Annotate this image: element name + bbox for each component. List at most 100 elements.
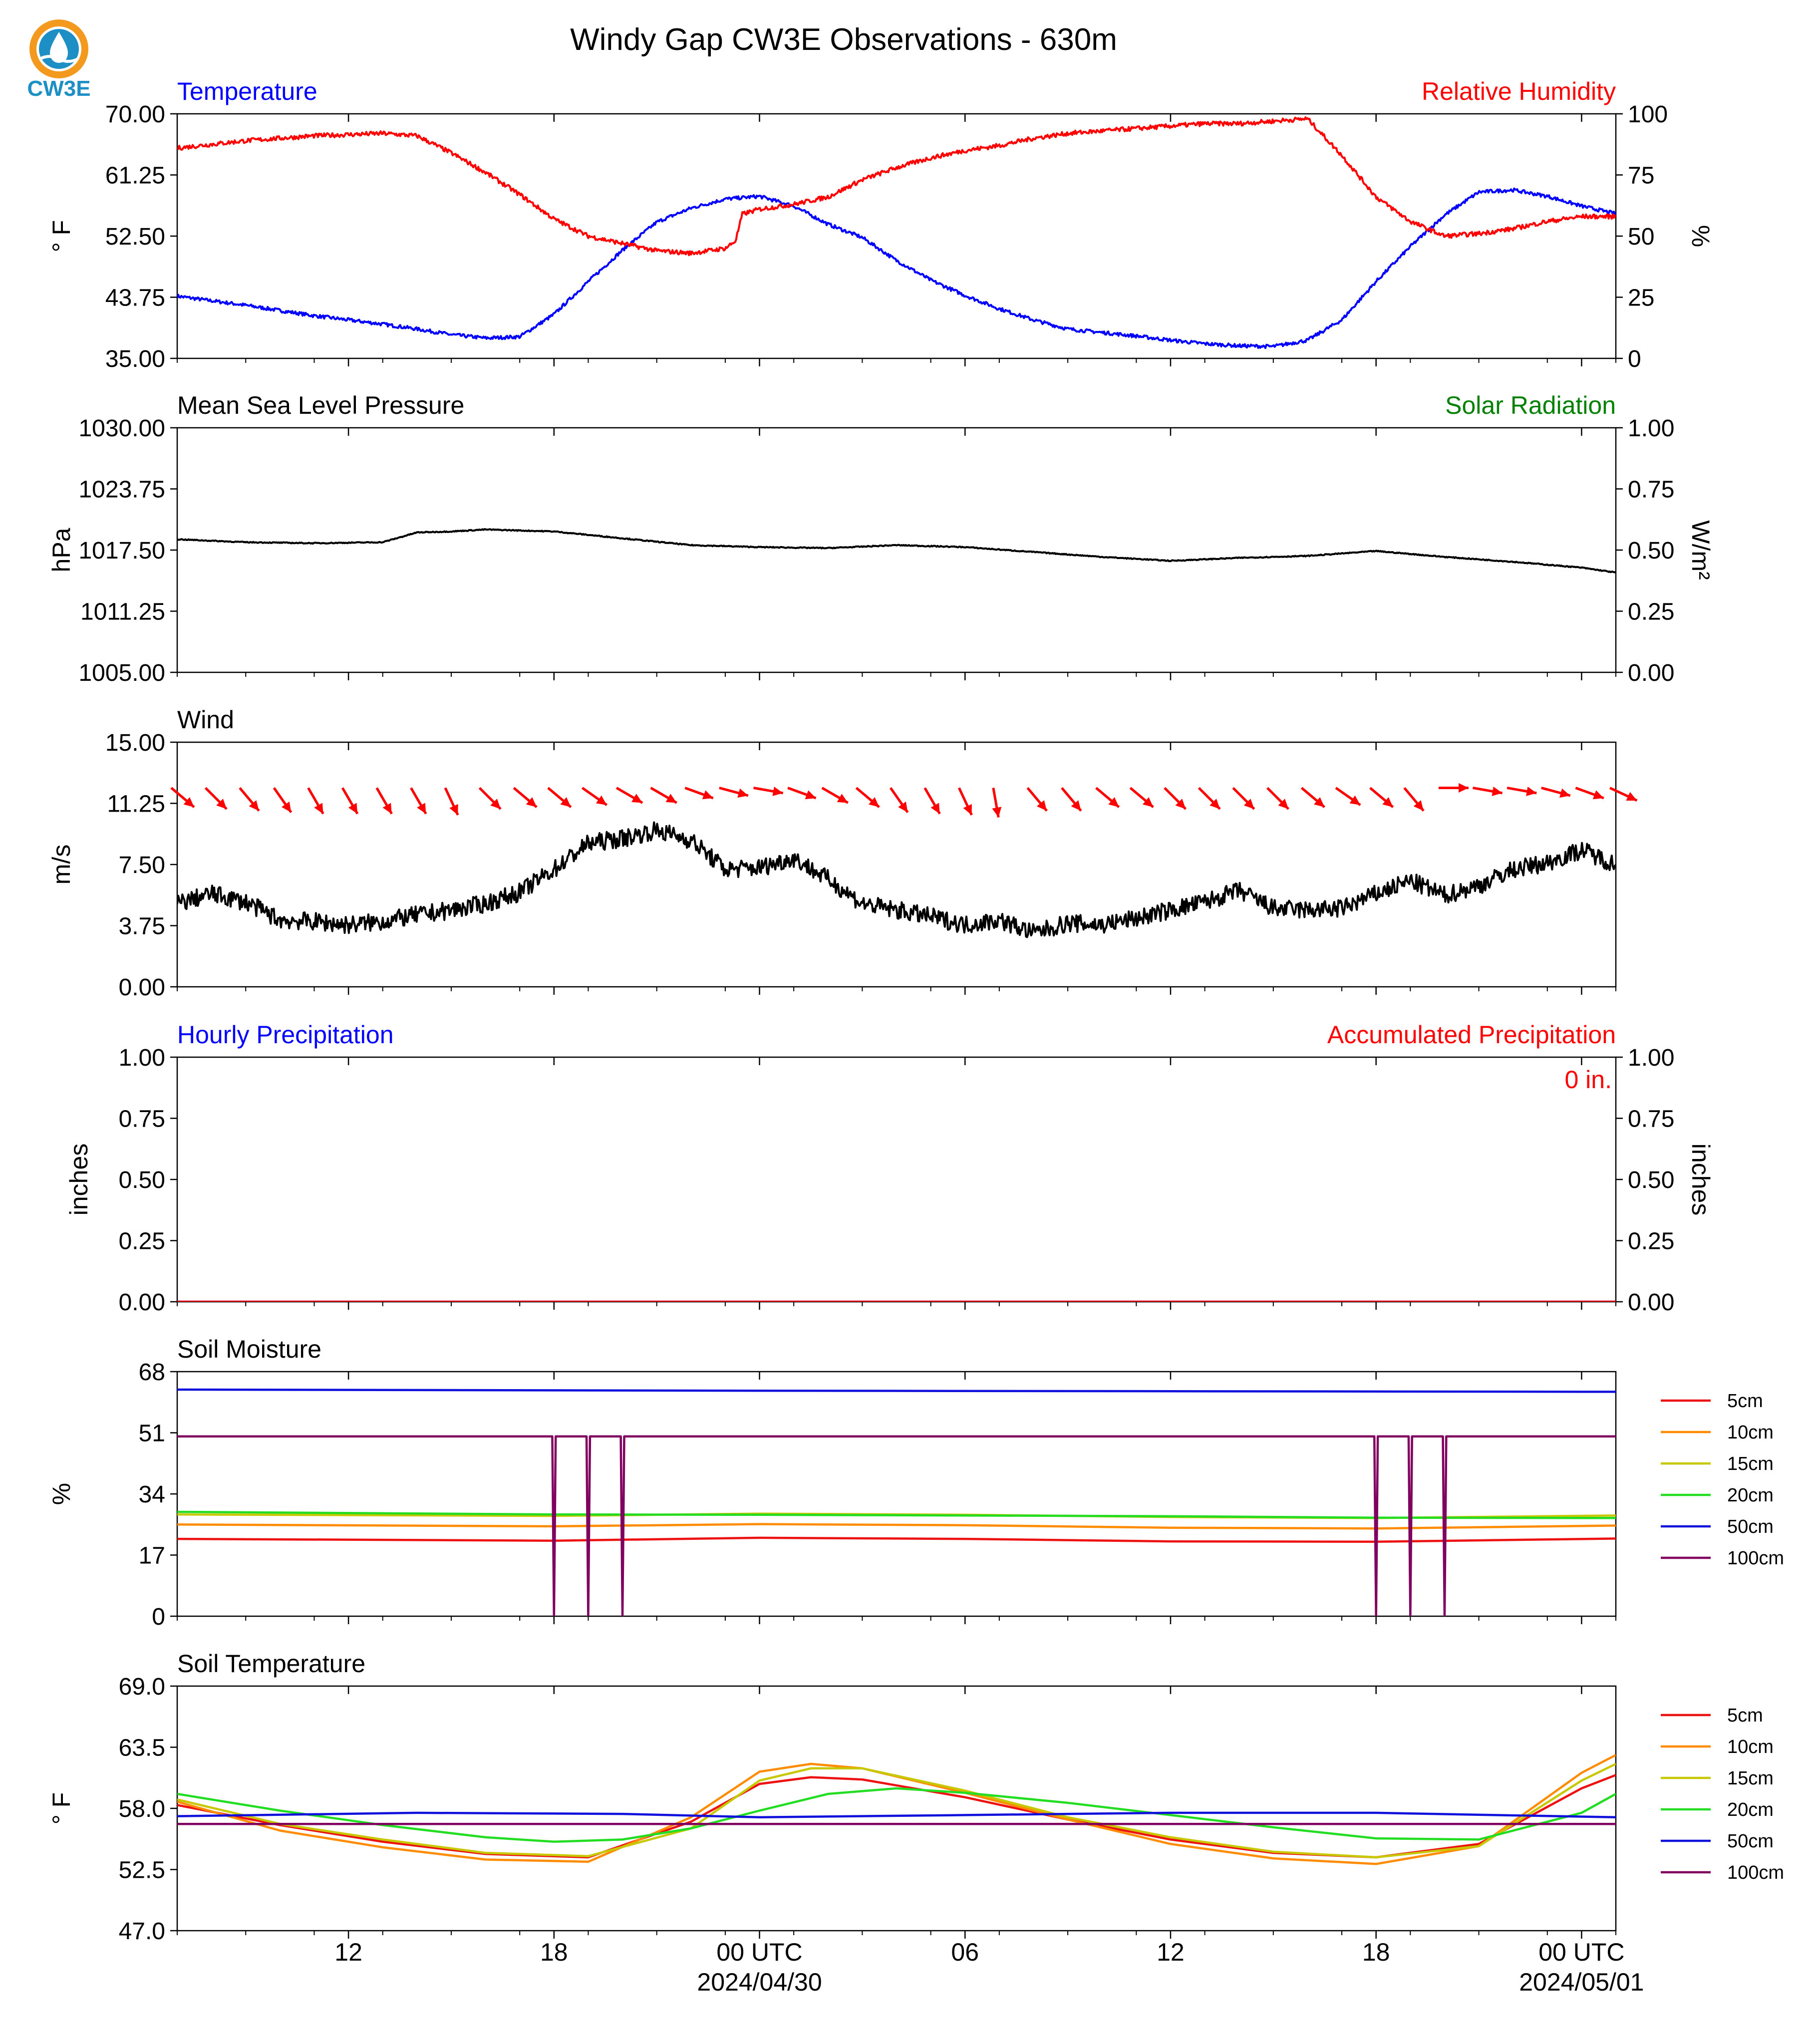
legend-label: 100cm <box>1727 1862 1784 1883</box>
panel-title-left: Temperature <box>177 77 317 105</box>
panel-pressure: 1030.00 1023.75 1017.50 1011.25 1005.00 1.00 0… <box>47 391 1715 686</box>
y-tick-label-right: 100 <box>1628 101 1668 128</box>
wind-arrow <box>1609 787 1638 802</box>
series-line-20cm <box>177 1787 1616 1843</box>
legend-label: 10cm <box>1727 1737 1774 1757</box>
wind-arrow-head <box>1459 783 1469 793</box>
y-tick-label-right: 0.50 <box>1628 1167 1674 1193</box>
wind-arrow-head <box>490 799 501 809</box>
wind-arrow-head <box>1210 799 1220 809</box>
series-line-temperature <box>177 187 1616 349</box>
wind-arrow <box>273 787 293 814</box>
y-tick-label: 0 <box>152 1604 165 1630</box>
wind-arrow-head <box>382 803 392 814</box>
wind-arrow-head <box>596 795 607 805</box>
panel-title-right: Relative Humidity <box>1422 77 1616 105</box>
wind-arrow <box>1403 787 1425 812</box>
wind-arrow <box>307 787 324 815</box>
wind-arrow <box>1164 787 1187 810</box>
y-axis-label: inches <box>65 1144 93 1216</box>
y-tick-label-right: 1.00 <box>1628 1045 1674 1071</box>
wind-arrow <box>1507 787 1537 796</box>
legend: 5cm 10cm 15cm 20cm 50cm 100cm <box>1661 1705 1784 1883</box>
wind-arrow-head <box>1492 787 1503 796</box>
drop-icon <box>50 32 68 63</box>
wind-arrow <box>787 787 817 800</box>
panel-wind: 15.00 11.25 7.50 3.75 0.00 Wind m/s <box>47 706 1638 1001</box>
legend-label: 10cm <box>1727 1422 1774 1443</box>
wind-arrow <box>239 787 260 812</box>
wind-arrow-head <box>417 803 426 814</box>
y-tick-label-right: 75 <box>1628 163 1654 189</box>
wind-arrow <box>478 787 502 810</box>
legend-label: 100cm <box>1727 1548 1784 1569</box>
wind-arrow-head <box>1142 797 1154 808</box>
y-axis-label: ° F <box>47 220 75 252</box>
y-tick-label: 51 <box>139 1421 165 1447</box>
panel-title-left: Soil Moisture <box>177 1335 321 1363</box>
plot-frame <box>176 1371 1617 1617</box>
wind-arrow-head <box>1278 799 1289 809</box>
wind-arrow-head <box>805 790 816 800</box>
wind-arrow <box>204 787 228 810</box>
y-tick-label-right: 0.00 <box>1628 660 1674 686</box>
wind-arrow <box>341 787 359 815</box>
y-tick-label: 0.25 <box>119 1228 165 1255</box>
y-tick-label: 1017.50 <box>78 538 165 564</box>
wind-arrow-head <box>1413 800 1424 811</box>
wind-arrow-head <box>1349 795 1361 805</box>
wind-arrow <box>957 787 973 816</box>
wind-arrow <box>719 787 749 798</box>
legend-label: 20cm <box>1727 1485 1774 1506</box>
wind-arrow <box>547 787 572 808</box>
y-tick-label: 52.50 <box>105 224 165 250</box>
x-tick-label: 12 <box>1157 1938 1185 1966</box>
panel-title-right: Solar Radiation <box>1445 391 1616 419</box>
legend-label: 50cm <box>1727 1516 1774 1537</box>
y-axis-label: ° F <box>47 1792 75 1824</box>
wind-arrow-head <box>1071 800 1081 811</box>
legend-label: 15cm <box>1727 1768 1774 1789</box>
wind-arrow-head <box>183 797 194 808</box>
legend-label: 5cm <box>1727 1705 1763 1726</box>
y-tick-label: 35.00 <box>105 346 165 372</box>
panel-title-left: Hourly Precipitation <box>177 1021 394 1049</box>
wave-icon <box>39 55 79 63</box>
y-tick-label: 47.0 <box>119 1918 165 1945</box>
wind-arrow <box>513 787 538 808</box>
panel-soil_temperature: 69.0 63.5 58.0 52.5 47.0 Soil Temperature ° F 5… <box>47 1650 1784 1945</box>
plot-frame <box>176 113 1617 359</box>
wind-arrow <box>1335 787 1361 806</box>
wind-arrow <box>444 787 459 816</box>
panels: 70.0061.2552.5043.7535.001007550250Tempe… <box>47 77 1784 1945</box>
panel-title-right: Accumulated Precipitation <box>1327 1021 1616 1049</box>
y-tick-label: 52.5 <box>119 1857 165 1884</box>
y-tick-label: 11.25 <box>107 791 165 818</box>
wind-arrow <box>1266 787 1290 810</box>
wind-arrow-head <box>314 803 323 814</box>
wind-arrow <box>889 787 909 814</box>
series-line-100cm <box>177 1435 1616 1616</box>
series-line-wind <box>177 821 1616 938</box>
wind-arrow-head <box>1592 790 1604 800</box>
wind-arrow <box>1300 787 1325 808</box>
series-line-relative-humidity <box>177 116 1616 257</box>
plot-frame <box>176 427 1617 673</box>
wind-arrow-head <box>930 803 940 814</box>
wind-arrow-head <box>1626 792 1637 801</box>
wind-arrow <box>1095 787 1120 808</box>
y-tick-label: 15.00 <box>105 730 165 756</box>
y-tick-label-right: 0 <box>1628 346 1641 372</box>
panel-title-left: Soil Temperature <box>177 1650 365 1678</box>
wind-arrow-head <box>898 801 908 813</box>
wind-arrow-head <box>992 807 1002 818</box>
wind-arrow <box>650 787 677 804</box>
wind-arrow-head <box>869 797 880 808</box>
wind-arrow <box>375 787 393 815</box>
y-axis-label-right: % <box>1687 225 1715 247</box>
wind-arrow <box>1541 787 1571 798</box>
panel-title-left: Mean Sea Level Pressure <box>177 391 464 419</box>
wind-arrow <box>821 787 849 804</box>
